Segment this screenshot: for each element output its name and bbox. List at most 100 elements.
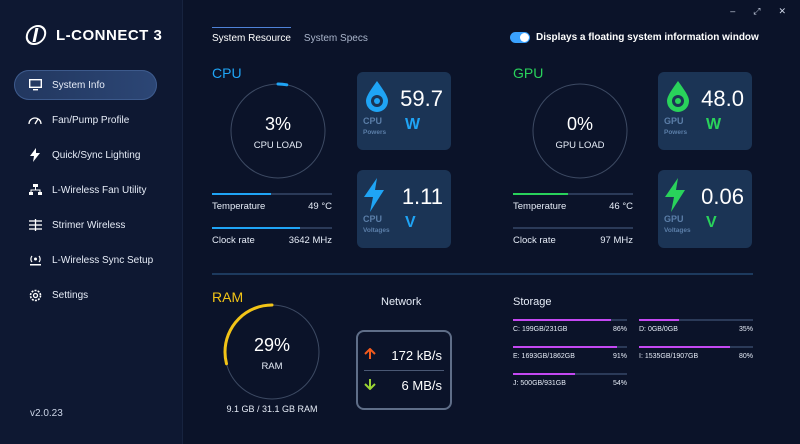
app-name: L-CONNECT 3	[56, 26, 163, 44]
sidebar: L-CONNECT 3 System Info Fan/Pump Profile…	[0, 0, 183, 444]
sidebar-item-l-wireless-sync-setup[interactable]: L-Wireless Sync Setup	[14, 245, 157, 275]
network-upload-row: 172 kB/s	[364, 345, 442, 365]
gpu-load-label: GPU LOAD	[555, 140, 605, 151]
gpu-power-value: 48.0	[701, 86, 744, 111]
cpu-power-label: CPU	[363, 116, 383, 126]
cpu-clock-bar	[212, 227, 332, 229]
ram-load-label: RAM	[261, 361, 283, 372]
gpu-title: GPU	[513, 65, 544, 81]
floating-window-setting: Displays a floating system information w…	[510, 32, 759, 43]
ram-usage: 9.1 GB / 31.1 GB RAM	[226, 404, 318, 414]
cpu-power-sublabel: Powers	[363, 129, 387, 136]
cpu-voltage-label: CPU	[363, 214, 383, 224]
gpu-voltage-sublabel: Voltages	[664, 227, 691, 234]
sidebar-item-l-wireless-fan-utility[interactable]: L-Wireless Fan Utility	[14, 175, 157, 205]
network-icon	[28, 183, 42, 197]
disk-name: I: 1535GB/1907GB	[639, 353, 699, 360]
gpu-power-sublabel: Powers	[664, 129, 688, 136]
gpu-power-card: 48.0 GPU Powers W	[658, 72, 752, 150]
arrow-down-icon	[364, 378, 384, 393]
gpu-power-label: GPU	[664, 116, 684, 126]
gpu-clock-value: 97 MHz	[600, 235, 633, 246]
storage-title: Storage	[513, 296, 552, 308]
sidebar-item-label: L-Wireless Fan Utility	[52, 184, 147, 196]
gpu-clock-bar	[513, 227, 633, 229]
section-divider	[212, 273, 753, 275]
disk-item: I: 1535GB/1907GB 80%	[639, 346, 753, 368]
cpu-voltage-value: 1.11	[401, 184, 443, 209]
cpu-clock-value: 3642 MHz	[288, 235, 332, 246]
cpu-temperature-label: Temperature	[212, 201, 266, 212]
floating-window-label: Displays a floating system information w…	[536, 32, 759, 43]
tab-system-resource[interactable]: System Resource	[212, 27, 291, 52]
gpu-clock-label: Clock rate	[513, 235, 556, 246]
cpu-load-gauge: 3% CPU LOAD	[228, 81, 328, 181]
gpu-power-unit: W	[706, 116, 722, 133]
cpu-temperature-value: 49 °C	[308, 201, 332, 212]
close-button[interactable]: ✕	[778, 6, 786, 16]
sidebar-item-label: Quick/Sync Lighting	[52, 149, 141, 161]
cpu-power-value: 59.7	[400, 86, 443, 111]
brand: L-CONNECT 3	[23, 25, 163, 45]
gpu-voltage-unit: V	[706, 214, 717, 231]
cpu-power-unit: W	[405, 116, 421, 133]
window-controls: – ⤢ ✕	[730, 6, 786, 17]
ram-load-value: 29%	[253, 335, 291, 355]
disk-name: D: 0GB/0GB	[639, 326, 678, 333]
sidebar-item-fan-pump-profile[interactable]: Fan/Pump Profile	[14, 105, 157, 135]
disk-percent: 54%	[612, 380, 627, 387]
power-drop-icon	[363, 80, 391, 119]
gpu-load-gauge: 0% GPU LOAD	[530, 81, 630, 181]
sidebar-item-strimer-wireless[interactable]: Strimer Wireless	[14, 210, 157, 240]
network-download-row: 6 MB/s	[364, 375, 442, 395]
gpu-temperature-value: 46 °C	[609, 201, 633, 212]
gpu-temperature-bar	[513, 193, 633, 195]
tab-bar: System Resource System Specs	[212, 27, 368, 52]
gpu-voltage-value: 0.06	[701, 184, 744, 209]
minimize-button[interactable]: –	[730, 6, 736, 16]
arrow-up-icon	[364, 347, 384, 363]
disk-name: J: 500GB/931GB	[513, 380, 566, 387]
cpu-voltage-sublabel: Voltages	[363, 227, 390, 234]
monitor-icon	[28, 78, 42, 92]
disk-percent: 91%	[612, 353, 627, 360]
cpu-load-label: CPU LOAD	[253, 140, 303, 151]
network-separator	[364, 370, 444, 371]
cpu-voltage-unit: V	[405, 214, 416, 231]
network-download-value: 6 MB/s	[401, 377, 442, 393]
cpu-temperature-bar	[212, 193, 332, 195]
sidebar-item-quick-sync-lighting[interactable]: Quick/Sync Lighting	[14, 140, 157, 170]
power-drop-icon	[664, 80, 692, 119]
sidebar-item-label: L-Wireless Sync Setup	[52, 254, 154, 266]
wireless-sync-icon	[28, 253, 42, 267]
sidebar-item-label: Settings	[52, 289, 89, 301]
gear-icon	[28, 288, 42, 302]
lian-li-logo-icon	[23, 25, 49, 45]
floating-window-toggle[interactable]	[510, 32, 530, 43]
disk-item: C: 199GB/231GB 86%	[513, 319, 627, 341]
gpu-voltage-card: 0.06 GPU Voltages V	[658, 170, 752, 248]
sidebar-item-system-info[interactable]: System Info	[14, 70, 157, 100]
tab-system-specs[interactable]: System Specs	[303, 33, 368, 44]
disk-name: E: 1693GB/1862GB	[513, 353, 575, 360]
cpu-power-card: 59.7 CPU Powers W	[357, 72, 451, 150]
network-upload-value: 172 kB/s	[391, 347, 442, 363]
lightning-icon	[28, 148, 42, 162]
disk-name: C: 199GB/231GB	[513, 326, 568, 333]
sidebar-item-settings[interactable]: Settings	[14, 280, 157, 310]
disk-item: D: 0GB/0GB 35%	[639, 319, 753, 341]
cpu-title: CPU	[212, 65, 242, 81]
ram-load-gauge: 29% RAM	[222, 302, 322, 402]
lightning-icon	[363, 178, 385, 219]
cpu-voltage-card: 1.11 CPU Voltages V	[357, 170, 451, 248]
maximize-button[interactable]: ⤢	[753, 6, 761, 16]
sidebar-nav: System Info Fan/Pump Profile Quick/Sync …	[14, 70, 157, 315]
gpu-load-value: 0%	[566, 114, 593, 134]
network-title: Network	[381, 296, 422, 308]
sidebar-item-label: System Info	[52, 79, 105, 91]
gpu-temperature-label: Temperature	[513, 201, 567, 212]
disk-percent: 35%	[738, 326, 753, 333]
disk-item: J: 500GB/931GB 54%	[513, 373, 627, 395]
cpu-clock-label: Clock rate	[212, 235, 255, 246]
strimer-icon	[28, 218, 42, 232]
